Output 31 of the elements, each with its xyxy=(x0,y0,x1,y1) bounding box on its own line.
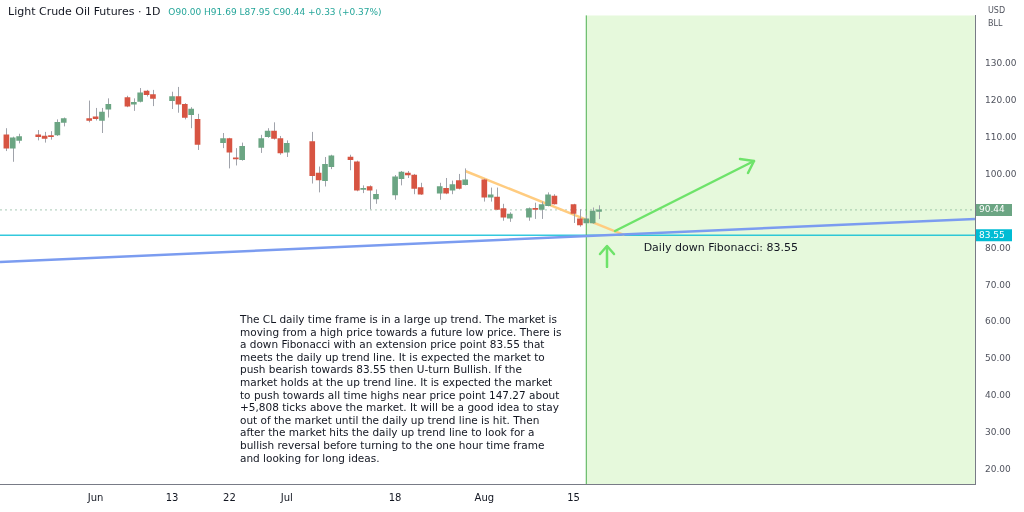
y-tick-label: 120.00 xyxy=(985,95,1017,106)
y-tick-label: 20.00 xyxy=(985,463,1012,474)
candlestick xyxy=(481,178,488,203)
y-tick-label: 130.00 xyxy=(985,58,1017,69)
y-axis-title: USD BLL xyxy=(988,5,1007,30)
chart-subtitle: O90.00 H91.69 L87.95 C90.44 +0.33 (+0.37%) xyxy=(168,7,382,17)
chart-title: Light Crude Oil Futures · 1D xyxy=(8,5,161,18)
candlestick xyxy=(99,107,105,134)
x-tick-label: 13 xyxy=(165,491,179,503)
y-tick-label: 110.00 xyxy=(985,132,1017,143)
ref-line-label: 83.55 xyxy=(979,229,1005,240)
y-tick-label: 60.00 xyxy=(985,316,1012,327)
y-tick-label: 70.00 xyxy=(985,279,1012,290)
x-tick-label: 22 xyxy=(223,491,236,503)
y-tick-label: 50.00 xyxy=(985,353,1012,364)
candlestick xyxy=(258,134,265,154)
x-tick-label: Aug xyxy=(474,491,495,503)
annotation: Daily down Fibonacci: 83.55 xyxy=(643,240,798,254)
y-tick-label: 100.00 xyxy=(985,169,1017,180)
ref-line-label: 90.44 xyxy=(979,204,1006,215)
text: The CL daily time frame is in a large up trend. The market is moving from a high price towards a future low price. There is a down Fibonacci with an extension price point 83.55 that meets the daily up trend line. It is expected the market to push bearish towards 83.55 then U-turn Bullish. If the market holds at the up trend line. It is expected the market to push towards all time highs near price point 147.27 about +5,808 ticks above the market. It will be a good idea to stay out of the market until the daily up trend line is hit. Then after the market hits the daily up trend line to look for a bullish reversal before turning to the one hour time frame and looking for long ideas. xyxy=(240,313,562,464)
y-tick-label: 80.00 xyxy=(985,242,1012,253)
candlestick xyxy=(239,142,245,162)
y-tick-label: 40.00 xyxy=(985,390,1012,401)
x-tick-label: Jun xyxy=(86,491,104,503)
candlestick xyxy=(188,106,195,129)
x-tick-label: 15 xyxy=(567,491,580,503)
x-tick-label: Jul xyxy=(279,491,293,503)
candlestick xyxy=(226,137,233,169)
x-tick-label: 18 xyxy=(388,491,402,503)
y-tick-label: 30.00 xyxy=(985,427,1012,438)
